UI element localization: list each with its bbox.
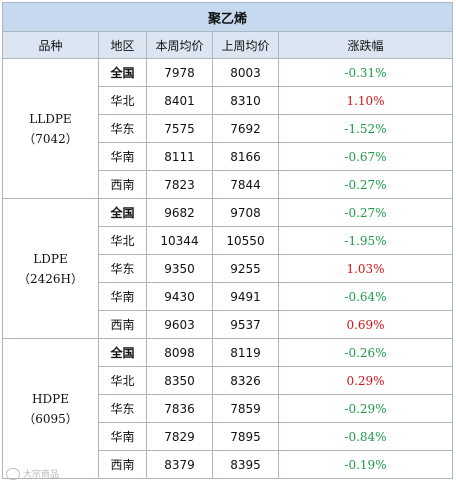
last-week-price: 7692 xyxy=(212,114,279,143)
table-row: 华南 7829 7895 -0.84% xyxy=(3,422,454,451)
region-cell: 华南 xyxy=(98,142,147,171)
change-percent: 0.69% xyxy=(277,310,454,339)
this-week-price: 8098 xyxy=(146,338,213,367)
product-name: LDPE xyxy=(33,251,68,266)
last-week-price: 8166 xyxy=(212,142,279,171)
change-percent: -0.27% xyxy=(277,170,454,199)
header-region: 地区 xyxy=(98,31,147,59)
last-week-price: 8119 xyxy=(212,338,279,367)
this-week-price: 9350 xyxy=(146,254,213,283)
this-week-price: 7823 xyxy=(146,170,213,199)
table-title: 聚乙烯 xyxy=(1,2,454,32)
region-cell: 华南 xyxy=(98,422,147,451)
region-cell: 华南 xyxy=(98,282,147,311)
last-week-price: 8326 xyxy=(212,366,279,395)
this-week-price: 8379 xyxy=(146,450,213,479)
product-code: （6095） xyxy=(23,411,78,426)
this-week-price: 9430 xyxy=(146,282,213,311)
product-cell: HDPE （6095） xyxy=(2,338,99,479)
region-cell: 西南 xyxy=(98,310,147,339)
change-percent: 1.10% xyxy=(277,86,454,115)
last-week-price: 9491 xyxy=(212,282,279,311)
change-percent: -1.95% xyxy=(277,226,454,255)
region-cell: 华东 xyxy=(98,254,147,283)
watermark-text: 大宗商品 xyxy=(23,470,60,480)
region-cell: 华东 xyxy=(98,114,147,143)
product-code: （2426H） xyxy=(17,271,83,286)
table-row: 华北 8401 8310 1.10% xyxy=(3,86,454,115)
table-row: LLDPE （7042） 全国 7978 8003 -0.31% xyxy=(2,58,454,199)
header-change: 涨跌幅 xyxy=(277,31,454,59)
region-cell: 华北 xyxy=(98,366,147,395)
product-code: （7042） xyxy=(23,131,78,146)
table-header-row: 品种 地区 本周均价 上周均价 涨跌幅 xyxy=(2,31,454,59)
region-cell: 华东 xyxy=(98,394,147,423)
table-row: 华北 10344 10550 -1.95% xyxy=(3,226,454,255)
last-week-price: 9255 xyxy=(212,254,279,283)
table-row: 华南 9430 9491 -0.64% xyxy=(3,282,454,311)
table-title-row: 聚乙烯 xyxy=(1,2,454,32)
product-cell: LLDPE （7042） xyxy=(2,58,99,199)
last-week-price: 8395 xyxy=(212,450,279,479)
change-percent: -0.64% xyxy=(277,282,454,311)
change-percent: -0.26% xyxy=(277,338,454,367)
table-row: 西南 7823 7844 -0.27% xyxy=(3,170,454,199)
last-week-price: 9708 xyxy=(212,198,279,227)
change-percent: -0.67% xyxy=(277,142,454,171)
region-cell: 全国 xyxy=(98,58,147,87)
change-percent: -1.52% xyxy=(277,114,454,143)
region-cell: 华北 xyxy=(98,86,147,115)
table-row: 华东 9350 9255 1.03% xyxy=(3,254,454,283)
region-cell: 西南 xyxy=(98,170,147,199)
last-week-price: 8310 xyxy=(212,86,279,115)
region-cell: 西南 xyxy=(98,450,147,479)
this-week-price: 8350 xyxy=(146,366,213,395)
header-this-week: 本周均价 xyxy=(146,31,213,59)
change-percent: 0.29% xyxy=(277,366,454,395)
region-cell: 全国 xyxy=(98,338,147,367)
cloud-icon xyxy=(6,467,20,480)
table-row: LDPE （2426H） 全国 9682 9708 -0.27% xyxy=(2,198,454,339)
this-week-price: 9603 xyxy=(146,310,213,339)
product-cell: LDPE （2426H） xyxy=(2,198,99,339)
this-week-price: 7575 xyxy=(146,114,213,143)
change-percent: -0.84% xyxy=(277,422,454,451)
last-week-price: 7895 xyxy=(212,422,279,451)
table-row: HDPE （6095） 全国 8098 8119 -0.26% xyxy=(2,338,454,479)
product-name: LLDPE xyxy=(29,111,72,126)
last-week-price: 7859 xyxy=(212,394,279,423)
price-table-container: 聚乙烯 品种 地区 本周均价 上周均价 涨跌幅 LLDPE （7042） 全国 797… xyxy=(1,2,454,479)
region-cell: 全国 xyxy=(98,198,147,227)
this-week-price: 7829 xyxy=(146,422,213,451)
polyethylene-price-table: 聚乙烯 品种 地区 本周均价 上周均价 涨跌幅 LLDPE （7042） 全国 797… xyxy=(1,2,454,479)
change-percent: -0.19% xyxy=(277,450,454,479)
table-row: 西南 9603 9537 0.69% xyxy=(3,310,454,339)
change-percent: -0.31% xyxy=(277,58,454,87)
change-percent: -0.29% xyxy=(277,394,454,423)
change-percent: -0.27% xyxy=(277,198,454,227)
product-name: HDPE xyxy=(32,391,69,406)
header-last-week: 上周均价 xyxy=(212,31,279,59)
table-row: 华南 8111 8166 -0.67% xyxy=(3,142,454,171)
this-week-price: 9682 xyxy=(146,198,213,227)
watermark: 大宗商品 xyxy=(6,467,59,480)
last-week-price: 7844 xyxy=(212,170,279,199)
table-body: LLDPE （7042） 全国 7978 8003 -0.31% 华北 8401 8310 1.1… xyxy=(2,58,454,479)
table-row: 西南 8379 8395 -0.19% xyxy=(3,450,454,479)
this-week-price: 10344 xyxy=(146,226,213,255)
table-row: 华东 7575 7692 -1.52% xyxy=(3,114,454,143)
last-week-price: 9537 xyxy=(212,310,279,339)
this-week-price: 7836 xyxy=(146,394,213,423)
this-week-price: 8401 xyxy=(146,86,213,115)
this-week-price: 8111 xyxy=(146,142,213,171)
region-cell: 华北 xyxy=(98,226,147,255)
header-product: 品种 xyxy=(2,31,99,59)
last-week-price: 8003 xyxy=(212,58,279,87)
last-week-price: 10550 xyxy=(212,226,279,255)
change-percent: 1.03% xyxy=(277,254,454,283)
this-week-price: 7978 xyxy=(146,58,213,87)
